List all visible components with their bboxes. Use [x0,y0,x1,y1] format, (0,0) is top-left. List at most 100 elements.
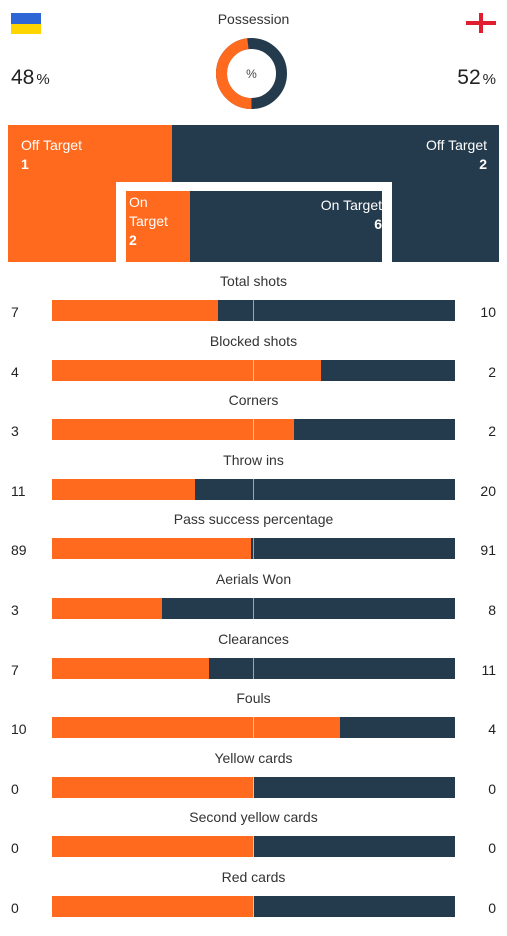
stat-bar-midline [253,598,254,619]
stat-bar-home-fill [52,419,294,441]
stat-home-value: 4 [11,363,19,380]
stat-bar-home-fill [52,538,252,560]
home-on-target-area: On Target 2 [126,191,190,262]
stat-bar [52,776,455,798]
possession-home-arc [216,38,287,109]
stat-away-value: 4 [488,721,496,738]
stat-row: Corners 3 2 [0,387,507,447]
stat-bar-midline [253,300,254,321]
stat-bar-home-fill [52,657,209,679]
stat-bar-midline [253,717,254,739]
stat-row: Red cards 0 0 [0,864,507,924]
stat-bar-midline [253,836,254,858]
home-possession-value: 48 [11,66,35,89]
away-possession: 52% [457,66,496,90]
stat-away-value: 8 [488,602,496,618]
stat-home-value: 10 [11,721,27,738]
away-on-target-value: 6 [374,216,382,232]
england-flag-icon [466,13,496,33]
away-on-target-label: On Target [320,197,382,213]
stat-bar-home-fill [52,598,163,619]
stat-row: Blocked shots 4 2 [0,328,507,388]
stat-away-value: 0 [488,780,496,797]
home-off-target: Off Target 1 [21,136,82,174]
stat-bar-home-fill [52,896,254,917]
stat-bar [52,538,455,560]
stat-bar [52,419,455,441]
stat-bar-home-fill [52,717,340,739]
stat-title: Fouls [236,690,271,707]
stat-bar [52,657,455,679]
stat-bar [52,300,455,321]
possession-header: Possession % 48% 52% [0,0,507,120]
stat-bar-home-fill [52,776,254,798]
home-off-target-label: Off Target [21,137,82,153]
stat-row: Aerials Won 3 8 [0,566,507,626]
stat-bar [52,359,455,381]
stat-bar-midline [253,776,254,798]
stat-title: Yellow cards [214,749,293,766]
stat-home-value: 0 [11,840,19,857]
stat-row: Throw ins 11 20 [0,447,507,507]
stat-away-value: 0 [488,840,496,857]
stat-home-value: 89 [11,542,27,559]
stat-row: Clearances 7 11 [0,626,507,686]
stat-title: Red cards [221,869,286,885]
stat-bar [52,836,455,858]
stat-bar [52,478,455,500]
home-off-target-value: 1 [21,156,29,172]
stat-row: Fouls 10 4 [0,685,507,745]
stat-home-value: 0 [11,900,19,916]
stat-bar-home-fill [52,478,196,500]
stat-bar-home-fill [52,359,321,381]
stat-bar-midline [253,419,254,441]
stat-home-value: 7 [11,661,19,678]
away-possession-sign: % [482,71,496,88]
away-possession-value: 52 [457,66,481,89]
stat-bar [52,896,455,917]
home-on-target: On Target 2 [129,193,168,250]
stat-row: Yellow cards 0 0 [0,745,507,805]
away-on-target: On Target 6 [321,196,382,234]
stat-row: Second yellow cards 0 0 [0,804,507,864]
stat-bar-midline [253,478,254,500]
stat-home-value: 3 [11,423,19,440]
home-on-target-label-1: On [129,194,148,210]
stat-away-value: 91 [480,542,496,559]
stat-title: Throw ins [223,451,284,468]
stat-title: Aerials Won [215,571,292,587]
stat-bar-midline [253,657,254,679]
stat-bar-home-fill [52,836,254,858]
stat-away-value: 2 [488,363,496,380]
stat-title: Clearances [218,630,289,647]
possession-center-symbol: % [246,67,257,81]
possession-label: Possession [217,11,290,27]
stat-away-value: 2 [488,423,496,440]
away-off-target-value: 2 [479,156,487,172]
stat-title: Blocked shots [209,332,298,349]
away-off-target-label: Off Target [426,137,487,153]
away-off-target: Off Target 2 [426,136,487,174]
stat-bar-midline [253,896,254,917]
possession-donut: % [216,38,287,109]
home-on-target-label-2: Target [129,213,168,229]
stat-away-value: 20 [480,482,496,499]
stat-bar-midline [253,359,254,381]
stat-title: Pass success percentage [173,511,334,528]
stat-home-value: 11 [11,482,26,499]
stat-bar [52,598,455,619]
stat-home-value: 3 [11,602,19,618]
home-possession-sign: % [36,71,50,88]
stat-bar-home-fill [52,300,219,321]
stat-away-value: 10 [480,304,496,320]
home-possession: 48% [11,66,50,90]
stat-away-value: 11 [481,661,496,678]
shots-map: Off Target 1 Off Target 2 On Target 2 On… [8,125,499,262]
stat-home-value: 0 [11,780,19,797]
stat-title: Corners [228,392,279,409]
stat-away-value: 0 [488,900,496,916]
stat-bar-midline [253,538,254,560]
ukraine-flag-icon [11,13,41,34]
stat-row: Total shots 7 10 [0,268,507,328]
stat-title: Second yellow cards [189,809,318,826]
